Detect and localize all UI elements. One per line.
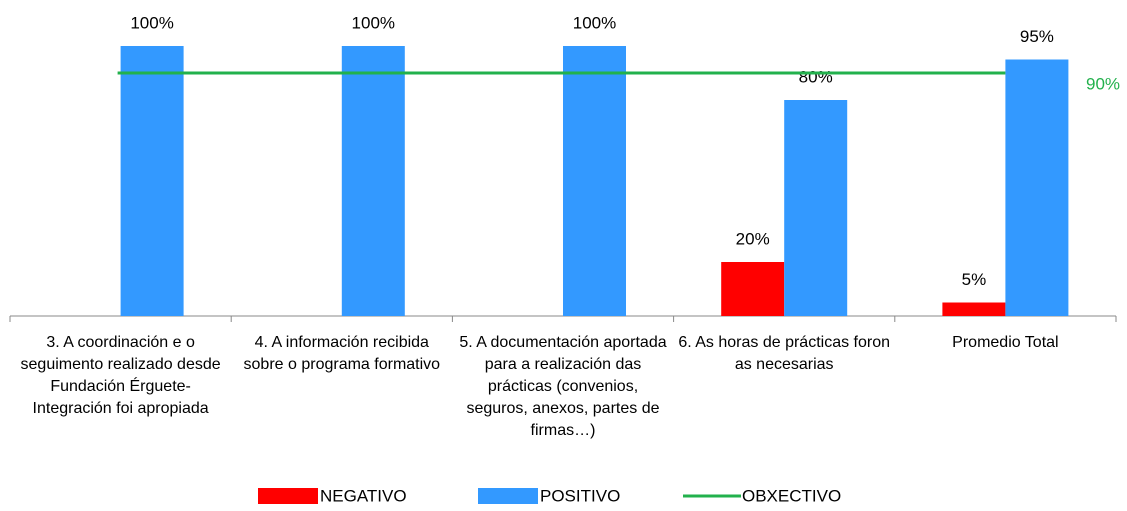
x-tick-label: 4. A información recibida sobre o progra… — [243, 334, 441, 373]
bar — [341, 46, 405, 316]
x-tick-label: 5. A documentación aportada para a reali… — [459, 334, 667, 439]
data-label: 100% — [573, 13, 616, 32]
legend-label: NEGATIVO — [320, 486, 407, 505]
legend-label: POSITIVO — [540, 486, 620, 505]
bar — [563, 46, 626, 316]
target-label: 90% — [1086, 74, 1120, 93]
bar — [721, 262, 785, 316]
data-label: 80% — [799, 67, 833, 86]
x-tick-label: Promedio Total — [952, 334, 1059, 351]
x-tick-label: 6. As horas de prácticas foron as necesa… — [678, 334, 891, 373]
legend-swatch — [478, 488, 538, 504]
data-label: 5% — [962, 270, 987, 289]
legend-label: OBXECTIVO — [742, 486, 841, 505]
bar — [1005, 59, 1069, 316]
bar — [120, 46, 184, 316]
data-label: 100% — [352, 13, 395, 32]
data-label: 100% — [130, 13, 173, 32]
data-label: 95% — [1020, 27, 1054, 46]
bar — [784, 100, 848, 316]
bar — [942, 302, 1006, 316]
data-label: 20% — [736, 229, 770, 248]
legend-swatch — [258, 488, 318, 504]
x-tick-label: 3. A coordinación e o seguimento realiza… — [20, 334, 221, 417]
